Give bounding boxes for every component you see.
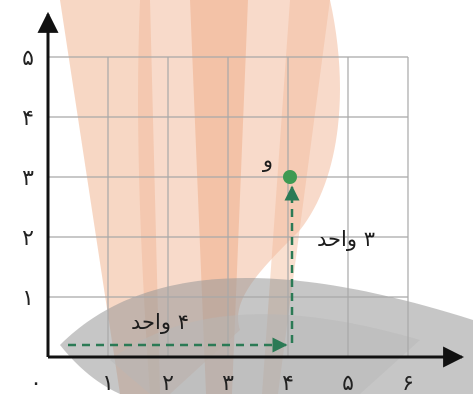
watermark-orange-blob bbox=[138, 0, 340, 394]
y-tick-label: ۴ bbox=[22, 106, 34, 131]
watermark-logo bbox=[60, 0, 473, 394]
x-tick-label: ٣ bbox=[222, 371, 234, 394]
point-marker bbox=[283, 170, 297, 184]
y-tick-label: ۵ bbox=[22, 46, 34, 71]
watermark-orange-ray-2 bbox=[190, 0, 248, 394]
y-tick-label: ٣ bbox=[22, 166, 34, 191]
x-tick-label: ۵ bbox=[342, 371, 354, 394]
grid bbox=[48, 56, 409, 357]
y-tick-label: ٢ bbox=[22, 226, 34, 251]
point-label: و bbox=[262, 148, 273, 172]
x-tick-label: ٢ bbox=[162, 371, 174, 394]
x-tick-label: ۶ bbox=[402, 371, 414, 394]
origin-label: ٠ bbox=[30, 371, 42, 394]
watermark-orange-ray-1 bbox=[60, 0, 160, 394]
watermark-gray-arc bbox=[60, 277, 473, 394]
horizontal-move-label: ۴ واحد bbox=[131, 310, 189, 334]
vertical-move-label: ٣ واحد bbox=[317, 227, 375, 251]
x-tick-label: ١ bbox=[102, 371, 114, 394]
y-tick-labels: ١ ٢ ٣ ۴ ۵ bbox=[22, 46, 34, 311]
y-tick-label: ١ bbox=[22, 286, 34, 311]
x-tick-labels: ١ ٢ ٣ ۴ ۵ ۶ bbox=[102, 371, 414, 394]
watermark-gray-inner bbox=[110, 314, 420, 394]
x-tick-label: ۴ bbox=[282, 371, 294, 394]
